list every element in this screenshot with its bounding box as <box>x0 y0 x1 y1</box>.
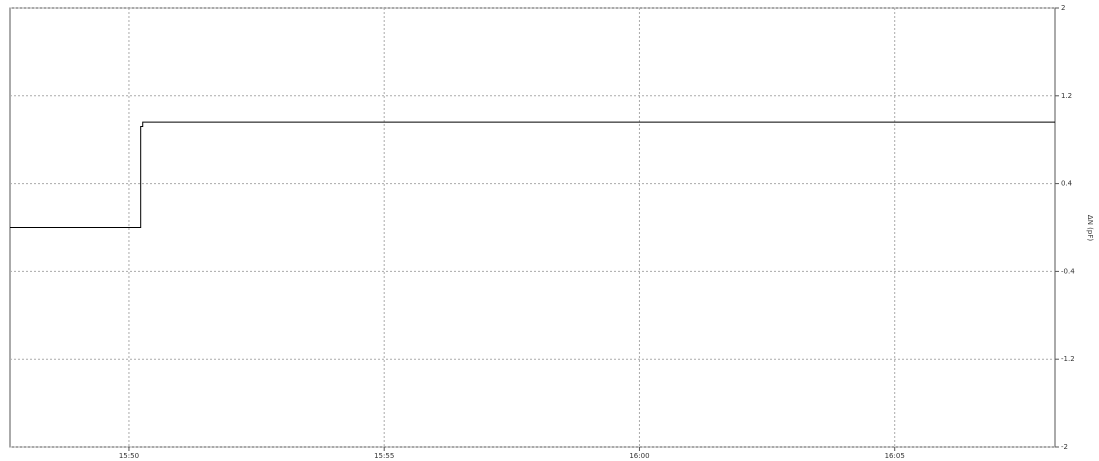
y-tick-label: 1.2 <box>1061 92 1072 100</box>
x-tick-label: 16:05 <box>885 452 905 460</box>
y-tick-label: -1.2 <box>1061 355 1075 363</box>
x-tick-label: 15:55 <box>374 452 394 460</box>
y-axis-label: ΔN (pF) <box>1086 215 1094 241</box>
y-tick-label: -0.4 <box>1061 267 1075 275</box>
data-line <box>10 121 1055 228</box>
x-tick-label: 15:50 <box>119 452 139 460</box>
y-tick-label: -2 <box>1061 443 1068 451</box>
x-tick-label: 16:00 <box>629 452 649 460</box>
y-tick-label: 0.4 <box>1061 180 1073 188</box>
plot-frame <box>9 7 1056 448</box>
y-tick-label: 2 <box>1061 4 1065 12</box>
